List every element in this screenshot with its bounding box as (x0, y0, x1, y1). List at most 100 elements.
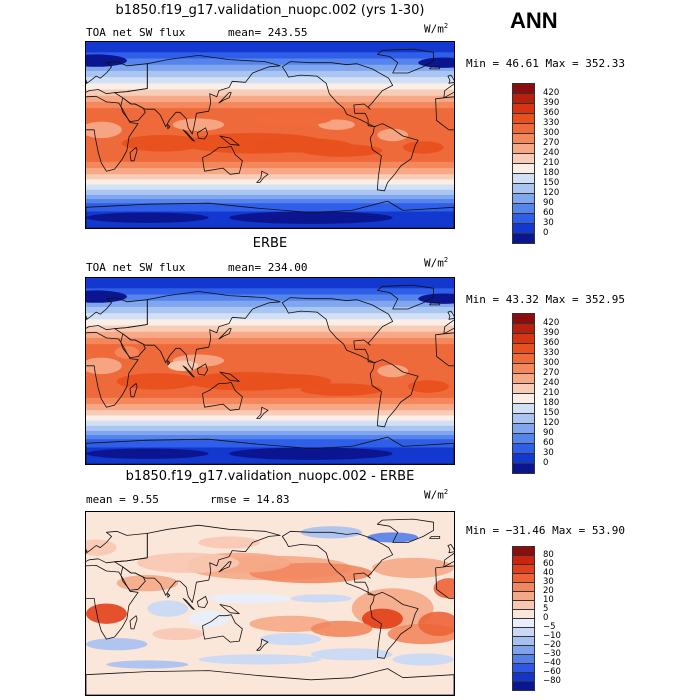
colorbar-swatch (512, 313, 535, 324)
field-band (86, 89, 454, 97)
field-band (86, 294, 454, 302)
colorbar-swatch (512, 163, 535, 174)
panel3-minmax: Min = −31.46 Max = 53.90 (466, 524, 625, 537)
coastline-africa (67, 565, 139, 640)
panel2-minmax: Min = 43.32 Max = 352.95 (466, 293, 625, 306)
field-band (86, 194, 454, 200)
colorbar-swatch (512, 433, 535, 444)
coastline-nz (256, 170, 269, 183)
coastline-japan (218, 328, 232, 340)
coastline-arabia (120, 333, 146, 358)
coastline-greenland (376, 518, 435, 543)
field-band (86, 420, 454, 427)
field-band (86, 189, 454, 196)
field-band (86, 415, 454, 422)
coastline-borneo (197, 596, 208, 608)
colorbar-swatch (512, 213, 535, 224)
field-band (86, 58, 454, 66)
coastline-samerica (369, 359, 419, 428)
colorbar-swatch (512, 133, 535, 144)
field-region (377, 364, 408, 378)
field-region (310, 648, 393, 661)
colorbar-tick-label: −60 (543, 667, 561, 677)
coastline-australia (202, 146, 243, 175)
coastline-asia (114, 290, 281, 371)
colorbar-tick-label: 120 (543, 418, 560, 428)
coastline-newguinea (219, 371, 240, 382)
colorbar-tick-label: 60 (543, 559, 554, 569)
field-region (249, 113, 332, 126)
field-band (86, 199, 454, 204)
colorbar-swatch (512, 223, 535, 234)
field-region (116, 575, 178, 592)
colorbar-tick-label: 30 (543, 448, 554, 458)
field-band (86, 83, 454, 91)
field-region (188, 610, 230, 627)
field-band (86, 42, 454, 53)
panel2-var-label: TOA net SW flux (86, 261, 186, 274)
field-region (372, 557, 454, 579)
field-band (86, 404, 454, 411)
field-band (86, 203, 454, 212)
coastline-asia (114, 524, 281, 603)
field-region (290, 594, 352, 603)
colorbar-tick-label: 120 (543, 188, 560, 198)
coastline-namerica (281, 297, 394, 364)
field-region (362, 608, 403, 629)
colorbar-tick-label: 60 (543, 208, 554, 218)
panel3-title: b1850.f19_g17.validation_nuopc.002 - ERB… (125, 469, 415, 484)
panel1-map (61, 41, 516, 229)
panel1-var-label: TOA net SW flux (86, 26, 186, 39)
colorbar-swatch (512, 353, 535, 364)
field-band (86, 278, 454, 289)
field-band (86, 174, 454, 180)
field-band (86, 331, 454, 339)
colorbar-tick-label: 40 (543, 568, 554, 578)
coastline-asia (114, 54, 281, 135)
colorbar-swatch (512, 443, 535, 454)
coastline-arabia (120, 97, 146, 122)
colorbar-tick-label: 360 (543, 338, 560, 348)
field-region (137, 552, 240, 573)
coastline-madagascar (129, 383, 138, 398)
field-band (86, 325, 454, 333)
colorbar-swatch (512, 393, 535, 404)
colorbar-tick-label: −5 (543, 622, 556, 632)
coastline-iceland-wrap (429, 535, 441, 539)
season-label: ANN (510, 8, 558, 33)
panel1-minmax: Min = 46.61 Max = 352.33 (466, 57, 625, 70)
panel2-title: ERBE (252, 236, 288, 251)
field-region (147, 600, 189, 617)
colorbar-swatch (512, 93, 535, 104)
field-band (86, 313, 454, 320)
coastline-borneo (197, 127, 208, 140)
colorbar-swatch (512, 113, 535, 124)
coastline-europe (75, 297, 148, 335)
field-region (121, 135, 204, 152)
field-band (86, 435, 454, 440)
colorbar-swatch (512, 413, 535, 424)
field-region (300, 144, 383, 157)
colorbar-tick-label: 150 (543, 408, 560, 418)
colorbar-tick-label: 90 (543, 428, 554, 438)
field-region (106, 660, 189, 669)
colorbar-tick-label: 210 (543, 158, 560, 168)
coastline-india_sl (167, 360, 171, 366)
panel1-mean: mean= 243.55 (228, 26, 308, 39)
colorbar-tick-label: 300 (543, 128, 560, 138)
colorbar-tick-label: −30 (543, 649, 561, 659)
coastline-sumatra (182, 598, 195, 610)
coastline-iceland-wrap (429, 66, 441, 70)
colorbar-swatch (512, 153, 535, 164)
coastline-japan (218, 92, 232, 104)
coastline-nz (256, 638, 269, 651)
coastline-iceland-wrap (429, 302, 441, 306)
coastline-samerica (369, 123, 419, 192)
panel2-units: W/m2 (424, 256, 449, 270)
field-region (198, 654, 322, 665)
field-band (86, 70, 454, 78)
coastline-india_sl (167, 592, 171, 598)
colorbar-tick-label: −20 (543, 640, 561, 650)
colorbar-tick-label: 270 (543, 368, 560, 378)
colorbar-tick-label: 360 (543, 108, 560, 118)
